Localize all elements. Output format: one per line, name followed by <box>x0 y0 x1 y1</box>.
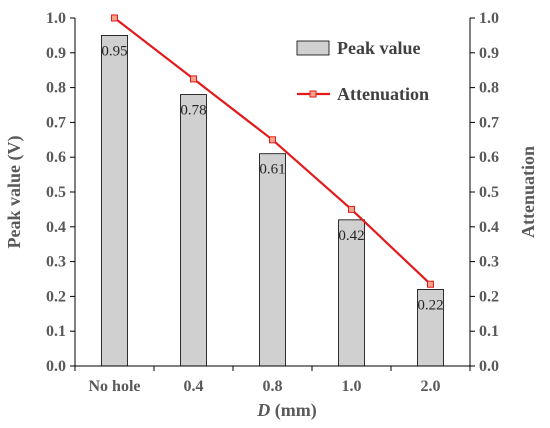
attenuation-point <box>111 14 118 22</box>
right-y-tick-label: 0.9 <box>479 45 499 62</box>
x-tick-label: 0.4 <box>184 378 204 395</box>
bar-data-labels: 0.95 0.78 0.61 0.42 0.22 <box>101 43 443 313</box>
legend-swatch-attenuation-marker <box>309 90 317 98</box>
attenuation-point <box>348 205 355 213</box>
legend-label-attenuation: Attenuation <box>337 84 429 104</box>
plot-area: 0.95 0.78 0.61 0.42 0.22 <box>101 14 444 367</box>
bar <box>259 153 286 367</box>
x-axis-title-unit: (mm) <box>270 400 316 421</box>
legend-label-peak-value: Peak value <box>337 38 421 58</box>
left-y-tick-label: 0.2 <box>46 288 66 305</box>
bar-data-label: 0.42 <box>338 228 364 244</box>
left-y-tick-label: 1.0 <box>46 10 66 27</box>
x-ticks: No hole 0.4 0.8 1.0 2.0 <box>74 366 471 395</box>
right-y-tick-label: 0.1 <box>479 323 499 340</box>
left-y-tick-label: 0.6 <box>46 149 66 166</box>
bar-data-label: 0.61 <box>259 162 285 178</box>
right-y-tick-label: 0.4 <box>479 219 499 236</box>
legend: Peak value Attenuation <box>296 38 429 104</box>
axes: 0.0 0.1 0.2 0.3 0.4 0.5 0.6 0.7 0.8 0.9 1.0 0.0 0.1… <box>46 10 499 395</box>
x-tick-label: No hole <box>89 378 141 395</box>
bar <box>101 35 128 367</box>
attenuation-point <box>269 136 276 144</box>
right-y-tick-label: 0.8 <box>479 80 499 97</box>
bar <box>180 94 207 367</box>
x-axis-title-variable: D <box>256 400 270 420</box>
left-y-tick-label: 0.4 <box>46 219 66 236</box>
right-y-tick-label: 0.2 <box>479 288 499 305</box>
right-y-tick-label: 1.0 <box>479 10 499 27</box>
left-y-tick-label: 0.5 <box>46 184 66 201</box>
bar-data-label: 0.78 <box>180 103 206 119</box>
left-y-ticks: 0.0 0.1 0.2 0.3 0.4 0.5 0.6 0.7 0.8 0.9 1.0 <box>46 10 75 375</box>
attenuation-point <box>190 75 197 83</box>
bar <box>338 219 365 367</box>
x-tick-label: 2.0 <box>421 378 441 395</box>
x-tick-label: 1.0 <box>342 378 362 395</box>
left-y-tick-label: 0.7 <box>46 114 66 131</box>
y2-axis-title: Attenuation <box>518 146 538 238</box>
attenuation-point <box>427 280 434 288</box>
right-y-tick-label: 0.3 <box>479 254 499 271</box>
x-tick-label: 0.8 <box>263 378 283 395</box>
bar-series <box>101 35 444 367</box>
left-y-tick-label: 0.1 <box>46 323 66 340</box>
bar-data-label: 0.95 <box>101 43 127 59</box>
left-y-tick-label: 0.9 <box>46 45 66 62</box>
y-axis-title: Peak value (V) <box>4 136 25 249</box>
left-y-tick-label: 0.8 <box>46 80 66 97</box>
right-y-tick-label: 0.0 <box>479 358 499 375</box>
x-axis-title: D (mm) <box>256 400 316 421</box>
right-y-ticks: 0.0 0.1 0.2 0.3 0.4 0.5 0.6 0.7 0.8 0.9 1.0 <box>470 10 499 375</box>
right-y-tick-label: 0.5 <box>479 184 499 201</box>
right-y-tick-label: 0.7 <box>479 114 499 131</box>
left-y-tick-label: 0.3 <box>46 254 66 271</box>
line-series <box>111 14 434 288</box>
left-y-tick-label: 0.0 <box>46 358 66 375</box>
legend-swatch-peak-value <box>296 40 330 56</box>
right-y-tick-label: 0.6 <box>479 149 499 166</box>
bar-data-label: 0.22 <box>417 297 443 313</box>
